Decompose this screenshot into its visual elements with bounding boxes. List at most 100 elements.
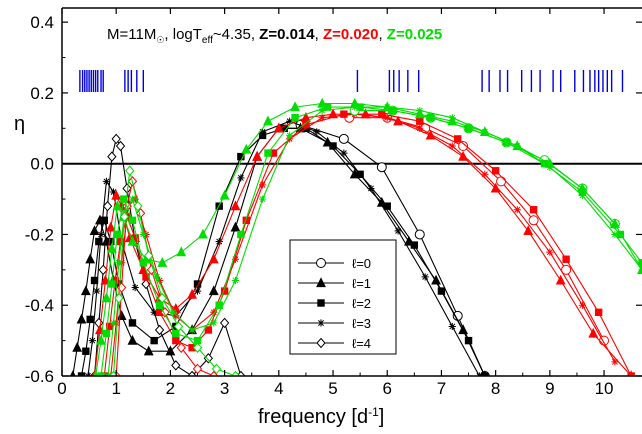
data-point-3-13 (258, 128, 267, 136)
data-point-13-10 (231, 276, 240, 285)
title-subscript: eff (202, 35, 213, 46)
data-point-5-6 (561, 264, 572, 275)
data-point-14-10 (230, 370, 241, 376)
legend-marker-star (317, 319, 325, 327)
x-axis-title: frequency [d-1] (258, 405, 384, 428)
data-point-1-5 (89, 225, 100, 236)
data-point-4-14 (219, 317, 230, 329)
x-tick-label-5: 5 (328, 379, 337, 398)
legend-label-4: ℓ=4 (352, 336, 371, 351)
title-comma-2: , (378, 26, 386, 43)
data-point-13-17 (448, 114, 456, 122)
data-point-1-10 (127, 334, 138, 345)
legend-marker-square (317, 299, 325, 307)
title-comma-1: , (315, 26, 323, 43)
x-tick-label-0: 0 (57, 379, 66, 398)
data-point-6-3 (105, 221, 116, 232)
data-point-8-22 (611, 358, 619, 366)
data-point-11-10 (198, 228, 208, 239)
data-point-1-4 (85, 253, 96, 264)
y-tick-label-3: -0.2 (25, 225, 54, 244)
legend-label-3: ℓ=3 (352, 316, 371, 331)
x-tick-label-8: 8 (491, 379, 500, 398)
sun-symbol: ☉ (156, 35, 164, 45)
data-point-4-6 (115, 140, 126, 152)
data-point-2-20 (410, 241, 419, 249)
series-line-2 (80, 127, 486, 376)
data-point-13-2 (115, 259, 123, 267)
data-point-7-18 (454, 135, 462, 143)
chart-title: M=11M☉, logTeff~4.35, Z=0.014, Z=0.020, … (107, 26, 442, 46)
legend: ℓ=0 ℓ=1 ℓ=2 ℓ=3 ℓ=4 (289, 239, 397, 355)
data-point-12-1 (102, 329, 111, 338)
data-point-5-4 (496, 176, 507, 187)
data-point-1-3 (80, 285, 91, 296)
y-axis-title: η (14, 113, 25, 135)
data-point-11-8 (157, 257, 168, 267)
x-tick-label-9: 9 (545, 379, 554, 398)
data-point-11-4 (112, 200, 123, 211)
data-point-3-15 (313, 128, 321, 136)
data-point-13-1 (109, 319, 118, 327)
data-point-13-9 (210, 319, 218, 327)
data-point-14-3 (125, 165, 135, 177)
data-point-8-20 (546, 248, 554, 256)
data-point-12-4 (120, 195, 128, 203)
data-point-12-2 (108, 280, 116, 288)
data-point-8-17 (448, 142, 456, 150)
data-point-13-11 (258, 195, 267, 203)
data-point-6-2 (100, 274, 111, 285)
title-z-low: Z=0.014 (259, 26, 315, 43)
data-point-1-15 (230, 221, 241, 232)
data-point-1-2 (76, 313, 87, 324)
data-point-3-3 (97, 230, 105, 239)
data-point-6-4 (111, 189, 122, 200)
series-Z-0.025-l3 (104, 103, 642, 376)
axis-ticks: 0 1 2 3 4 5 6 7 8 9 10 0.4 0.2 0.0 -0.2 -0.4 -0.6 (25, 8, 642, 398)
series-line-0 (300, 124, 486, 376)
data-point-1-14 (208, 285, 219, 296)
x-tick-label-10: 10 (595, 379, 614, 398)
series-line-12 (100, 106, 642, 376)
data-point-8-16 (416, 124, 424, 132)
data-point-11-2 (101, 292, 112, 303)
data-point-5-3 (458, 141, 469, 151)
data-point-3-5 (109, 188, 118, 196)
data-point-6-24 (588, 327, 599, 338)
observed-frequency-ticks (79, 70, 624, 92)
data-point-13-15 (383, 103, 391, 111)
data-point-8-7 (172, 312, 180, 320)
data-point-14-7 (173, 321, 184, 332)
data-point-13-22 (611, 230, 619, 239)
data-point-6-13 (252, 150, 263, 161)
data-point-1-24 (458, 324, 469, 335)
data-point-4-10 (154, 324, 165, 336)
legend-label-2: ℓ=2 (352, 296, 371, 311)
data-point-3-2 (93, 287, 101, 295)
data-point-3-20 (448, 322, 456, 331)
data-point-14-9 (211, 363, 222, 375)
data-point-12-13 (291, 113, 299, 122)
data-point-6-10 (187, 288, 198, 299)
data-point-4-3 (102, 200, 113, 212)
data-point-7-22 (594, 308, 603, 317)
title-z-high: Z=0.025 (387, 26, 442, 43)
title-prefix: M=11M (107, 26, 156, 43)
data-point-14-8 (192, 342, 203, 353)
data-point-11-12 (241, 143, 252, 154)
x-tick-label-6: 6 (382, 379, 391, 398)
data-point-12-8 (172, 329, 180, 338)
data-point-13-12 (286, 131, 294, 139)
data-point-13-19 (513, 142, 521, 150)
x-tick-label-1: 1 (111, 379, 120, 398)
data-point-11-3 (106, 242, 117, 253)
data-point-6-22 (523, 225, 534, 236)
data-point-2-4 (95, 237, 103, 246)
data-point-14-4 (133, 200, 143, 212)
data-point-2-19 (383, 202, 391, 210)
data-point-13-20 (546, 163, 554, 171)
x-axis-title-main: frequency [d (258, 406, 368, 428)
data-point-13-8 (188, 326, 196, 334)
data-point-12-17 (426, 113, 435, 122)
data-point-14-5 (144, 250, 154, 261)
